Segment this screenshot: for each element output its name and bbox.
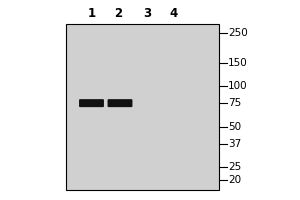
Text: 1: 1 bbox=[87, 7, 96, 20]
Text: 75: 75 bbox=[228, 98, 241, 108]
Text: 100: 100 bbox=[228, 81, 248, 91]
Text: 250: 250 bbox=[228, 28, 248, 38]
Text: 2: 2 bbox=[114, 7, 123, 20]
Text: 150: 150 bbox=[228, 58, 248, 68]
Text: 37: 37 bbox=[228, 139, 241, 149]
Text: 50: 50 bbox=[228, 122, 241, 132]
Text: 25: 25 bbox=[228, 162, 241, 172]
Text: 20: 20 bbox=[228, 175, 241, 185]
Text: 3: 3 bbox=[143, 7, 151, 20]
Text: 4: 4 bbox=[170, 7, 178, 20]
